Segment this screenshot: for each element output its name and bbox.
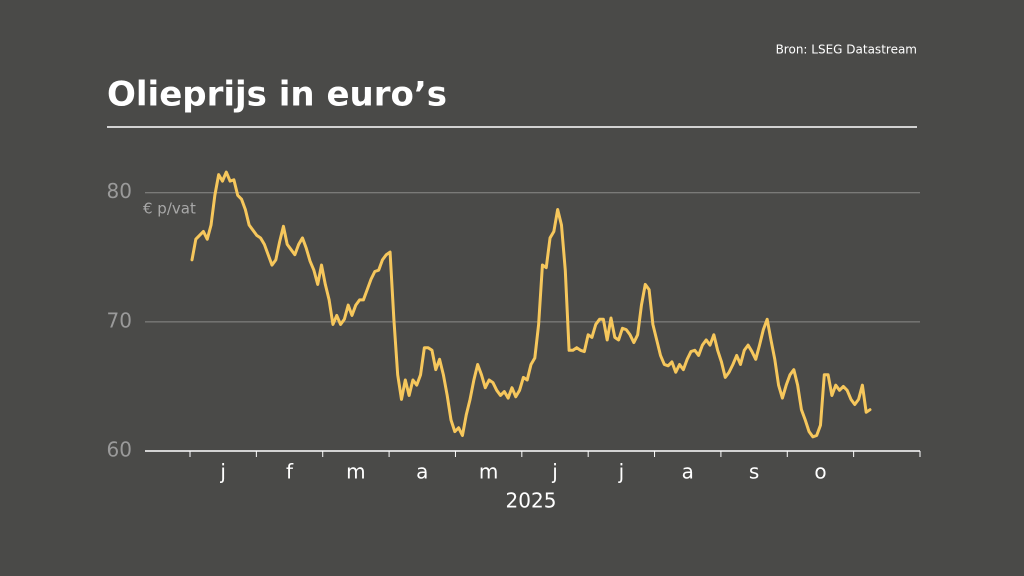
y-axis-label: € p/vat [143,200,196,218]
chart-title: Olieprijs in euro’s [107,75,447,115]
x-tick-label: j [219,460,226,484]
x-tick-label: f [286,460,294,484]
y-tick-label: 60 [107,438,132,462]
price-line [190,170,872,439]
y-tick-label: 70 [107,308,132,332]
x-tick-label: m [479,460,498,484]
x-tick-label: m [346,460,365,484]
x-axis-label: 2025 [506,489,557,513]
source: Bron: LSEG Datastream [776,43,917,57]
x-tick-label: o [814,460,826,484]
x-tick-label: j [551,460,558,484]
x-tick-label: s [749,460,759,484]
x-tick-label: j [618,460,625,484]
y-tick-label: 80 [107,179,132,203]
x-tick-label: a [416,460,428,484]
x-tick-label: a [682,460,694,484]
